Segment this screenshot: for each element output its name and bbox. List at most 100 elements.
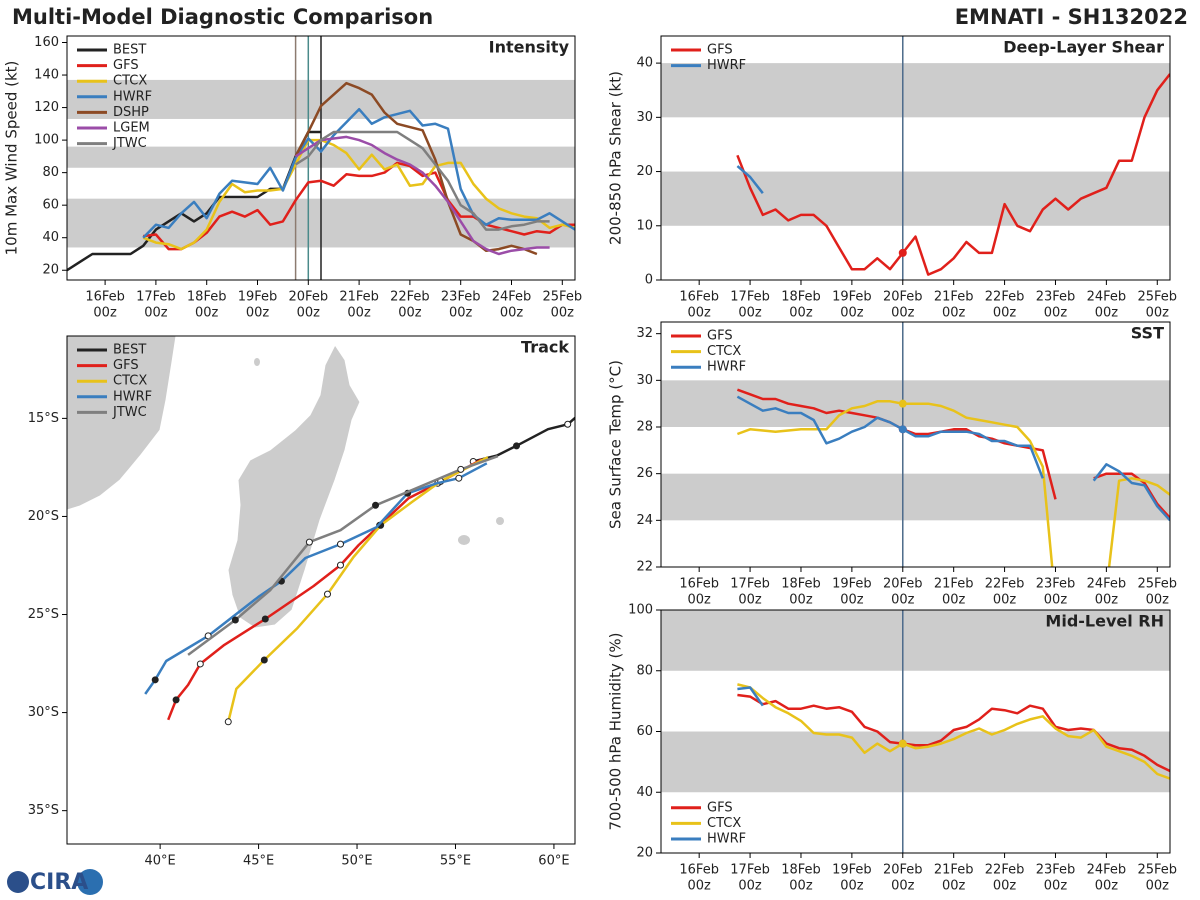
y-axis-label: 200-850 hPa Shear (kt) xyxy=(607,71,625,245)
y-tick-label: 22 xyxy=(636,560,653,575)
analysis-marker xyxy=(898,399,907,408)
y-tick-label: 80 xyxy=(42,165,59,180)
track-point xyxy=(336,561,344,569)
x-tick-label: 00z xyxy=(449,306,473,321)
x-tick-label: 50°E xyxy=(341,854,372,869)
x-tick-label: 19Feb xyxy=(238,290,278,305)
x-tick-label: 20Feb xyxy=(883,577,923,592)
x-tick-label: 00z xyxy=(687,306,711,321)
x-tick-label: 24Feb xyxy=(1087,290,1127,305)
y-tick-label: 15°S xyxy=(28,411,59,426)
x-tick-label: 00z xyxy=(500,306,524,321)
y-tick-label: 20°S xyxy=(28,509,59,524)
track-line xyxy=(187,455,499,656)
logo-emblem xyxy=(77,869,103,895)
track-line xyxy=(167,458,483,721)
x-tick-label: 23Feb xyxy=(441,290,481,305)
x-tick-label: 18Feb xyxy=(781,290,821,305)
logo: CIRA xyxy=(7,869,103,895)
track-point xyxy=(172,696,180,704)
plot-frame xyxy=(660,321,1171,568)
x-tick-label: 00z xyxy=(942,879,966,894)
series-line xyxy=(294,81,538,256)
y-tick-label: 20 xyxy=(42,263,59,278)
legend-label: JTWC xyxy=(112,136,147,151)
y-tick-label: 160 xyxy=(34,35,59,50)
x-tick-label: 00z xyxy=(551,306,575,321)
island xyxy=(458,535,470,545)
x-tick-label: 00z xyxy=(1044,306,1068,321)
y-tick-label: 30 xyxy=(636,373,653,388)
x-tick-label: 19Feb xyxy=(832,863,872,878)
x-tick-label: 18Feb xyxy=(781,863,821,878)
madagascar xyxy=(227,344,361,629)
x-tick-label: 00z xyxy=(840,306,864,321)
plot-area xyxy=(661,36,1170,280)
legend-label: GFS xyxy=(707,329,733,344)
series-line xyxy=(142,107,575,239)
legend-label: BEST xyxy=(113,43,146,58)
x-tick-label: 00z xyxy=(687,879,711,894)
track-point xyxy=(224,718,232,726)
x-tick-label: 19Feb xyxy=(832,290,872,305)
plot-area xyxy=(661,610,1170,853)
storm-id: EMNATI - SH132022 xyxy=(955,5,1188,29)
track-point xyxy=(564,420,572,428)
x-tick-label: 00z xyxy=(738,879,762,894)
track-line xyxy=(227,456,489,723)
plot-frame xyxy=(660,35,1171,281)
x-tick-label: 21Feb xyxy=(934,290,974,305)
x-tick-label: 21Feb xyxy=(934,863,974,878)
x-tick-label: 00z xyxy=(1146,593,1170,608)
x-tick-label: 45°E xyxy=(243,854,274,869)
series-line xyxy=(294,135,550,256)
y-tick-label: 20 xyxy=(636,164,653,179)
series-line xyxy=(294,130,550,231)
track-point xyxy=(336,540,344,548)
analysis-marker xyxy=(898,739,907,748)
africa xyxy=(67,336,177,511)
y-tick-label: 80 xyxy=(636,663,653,678)
legend-label: HWRF xyxy=(113,389,152,404)
y-axis-label: Sea Surface Temp (°C) xyxy=(607,360,625,529)
x-tick-label: 24Feb xyxy=(1087,577,1127,592)
x-tick-label: 16Feb xyxy=(679,863,719,878)
series-line xyxy=(737,683,1170,780)
track-point xyxy=(457,465,465,473)
track-point xyxy=(231,616,239,624)
y-tick-label: 100 xyxy=(628,603,653,618)
y-tick-label: 20 xyxy=(636,846,653,861)
plot-area xyxy=(67,36,575,280)
track-point xyxy=(151,676,159,684)
x-tick-label: 16Feb xyxy=(85,290,125,305)
x-tick-label: 00z xyxy=(1044,593,1068,608)
x-tick-label: 00z xyxy=(738,306,762,321)
y-axis-label: 10m Max Wind Speed (kt) xyxy=(3,61,21,256)
x-tick-label: 23Feb xyxy=(1036,290,1076,305)
x-tick-label: 00z xyxy=(993,306,1017,321)
x-tick-label: 21Feb xyxy=(339,290,379,305)
x-tick-label: 00z xyxy=(1044,879,1068,894)
x-tick-label: 22Feb xyxy=(985,863,1025,878)
legend-label: GFS xyxy=(707,800,733,815)
y-tick-label: 25°S xyxy=(28,607,59,622)
x-tick-label: 00z xyxy=(942,306,966,321)
logo-text: CIRA xyxy=(30,870,88,895)
y-tick-label: 28 xyxy=(636,420,653,435)
legend-label: GFS xyxy=(707,43,733,58)
plot-area xyxy=(144,416,575,726)
track-point xyxy=(305,538,313,546)
track-point xyxy=(513,442,521,450)
series-line xyxy=(736,165,764,194)
x-tick-label: 00z xyxy=(1095,306,1119,321)
y-tick-label: 10 xyxy=(636,218,653,233)
x-tick-label: 22Feb xyxy=(985,577,1025,592)
page-title: Multi-Model Diagnostic Comparison xyxy=(12,5,433,29)
x-tick-label: 25Feb xyxy=(1137,577,1177,592)
track-point xyxy=(196,660,204,668)
y-tick-label: 35°S xyxy=(28,803,59,818)
panel-title: Track xyxy=(521,338,569,357)
legend-label: GFS xyxy=(113,358,139,373)
band xyxy=(661,731,1170,793)
